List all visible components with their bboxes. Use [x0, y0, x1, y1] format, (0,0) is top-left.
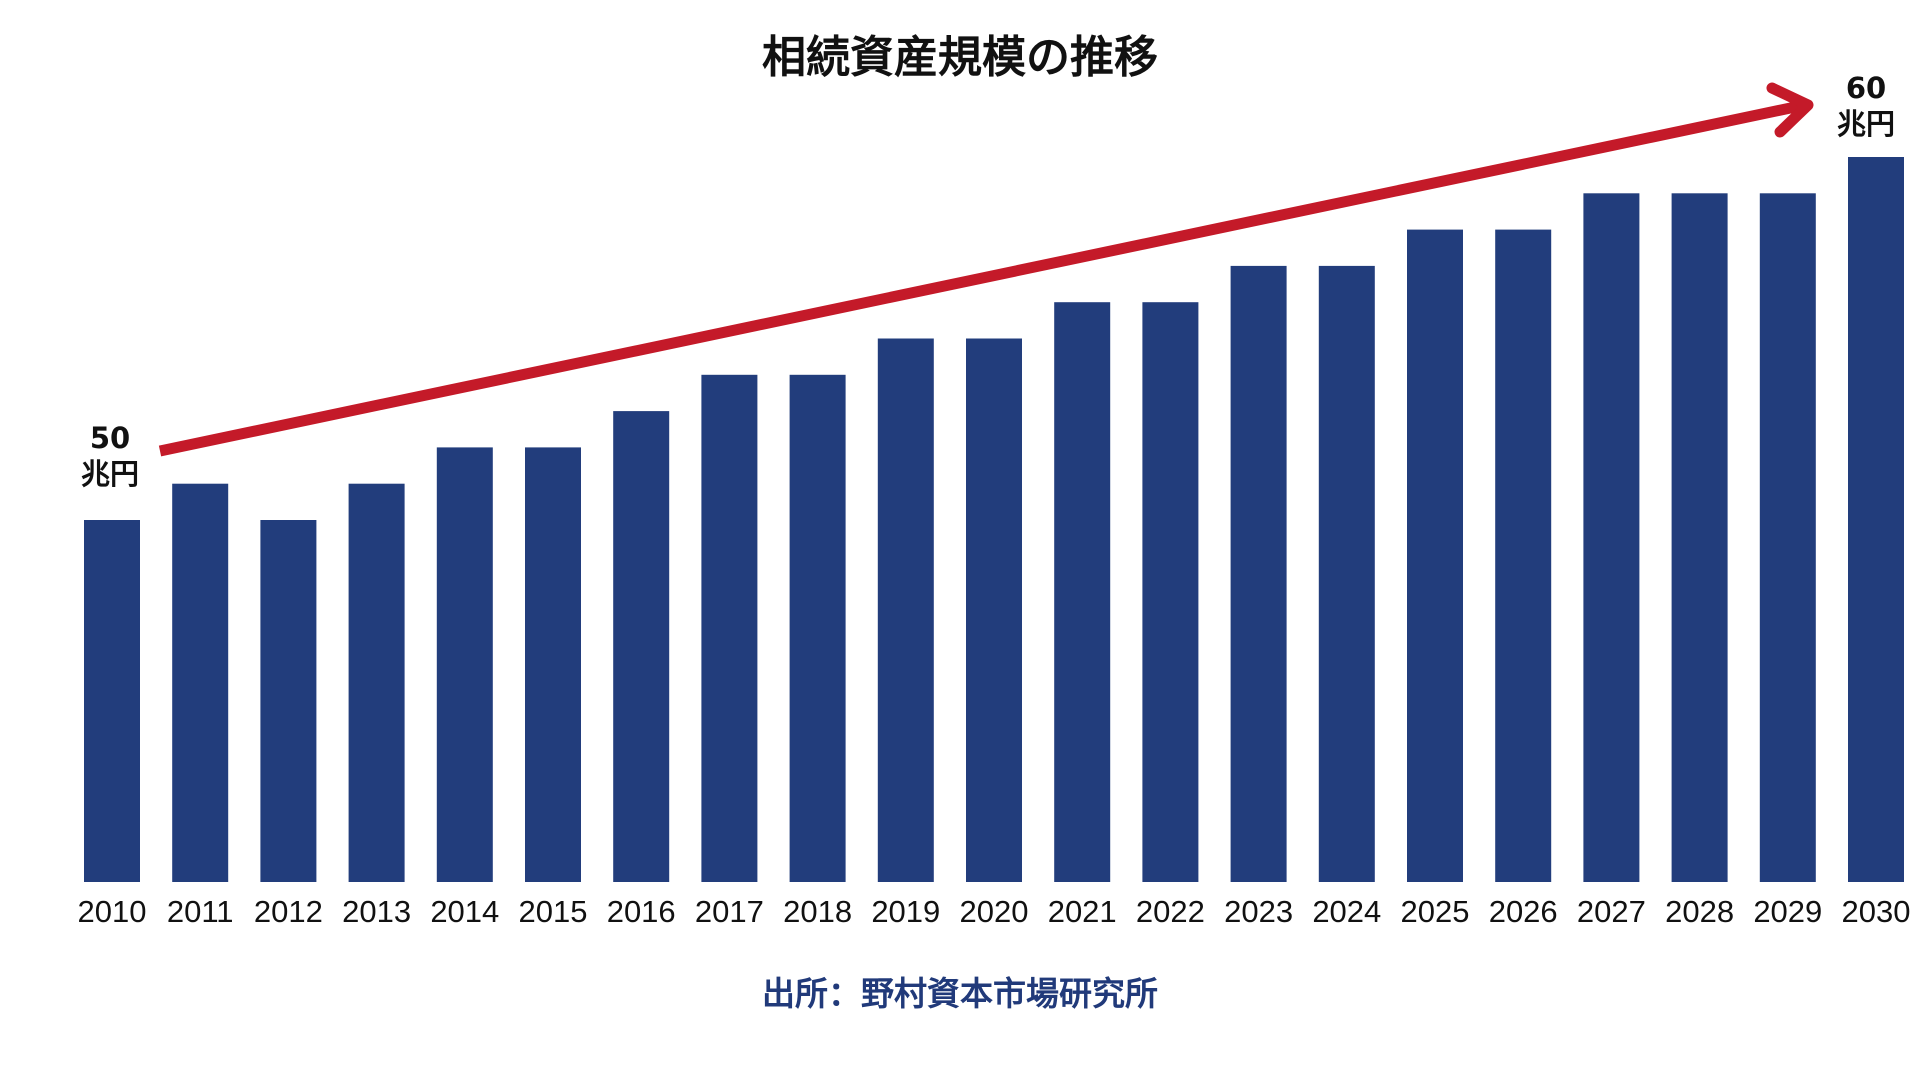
- x-tick-label-2010: 2010: [78, 894, 147, 929]
- bar-2013: [348, 483, 405, 882]
- bar-2015: [525, 447, 581, 882]
- x-tick-label-2022: 2022: [1136, 894, 1205, 929]
- x-tick-label-2023: 2023: [1224, 894, 1293, 929]
- bar-2011: [172, 483, 229, 882]
- x-tick-labels: 2010 2011 2012 2013 2014 2015 2016 2017 2018 2019…: [78, 894, 1911, 929]
- x-tick-label-2018: 2018: [783, 894, 852, 929]
- source-note: 出所：野村資本市場研究所: [762, 974, 1158, 1013]
- x-tick-label-2027: 2027: [1577, 894, 1646, 929]
- bar-2012: [260, 520, 317, 882]
- trend-arrow-group: [158, 82, 1814, 457]
- start-unit-label: 兆円: [81, 457, 139, 491]
- chart-title: 相続資産規模の推移: [762, 32, 1158, 83]
- x-tick-label-2013: 2013: [342, 894, 411, 929]
- x-tick-label-2024: 2024: [1312, 894, 1381, 929]
- end-value-label: 60: [1846, 71, 1886, 105]
- bar-2017: [701, 374, 758, 882]
- bar-2030: [1848, 157, 1904, 882]
- bar-2027: [1583, 193, 1640, 883]
- x-tick-label-2028: 2028: [1665, 894, 1734, 929]
- x-tick-label-2016: 2016: [607, 894, 676, 929]
- x-tick-label-2017: 2017: [695, 894, 764, 929]
- bar-2022: [1142, 302, 1199, 882]
- x-tick-label-2020: 2020: [960, 894, 1029, 929]
- x-tick-label-2021: 2021: [1048, 894, 1117, 929]
- trend-arrow-line: [158, 100, 1802, 457]
- bar-2026: [1495, 229, 1552, 883]
- x-tick-label-2029: 2029: [1753, 894, 1822, 929]
- x-tick-label-2014: 2014: [430, 894, 499, 929]
- end-annotation: 60 兆円: [1837, 71, 1895, 141]
- end-unit-label: 兆円: [1837, 107, 1895, 141]
- bar-2025: [1407, 229, 1463, 883]
- bar-2028: [1671, 193, 1728, 883]
- x-tick-label-2030: 2030: [1842, 894, 1911, 929]
- bar-2016: [613, 411, 670, 882]
- bar-2021: [1054, 302, 1111, 882]
- start-annotation: 50 兆円: [81, 421, 139, 491]
- bar-2018: [789, 374, 846, 882]
- bar-2019: [877, 338, 934, 882]
- bar-2020: [966, 338, 1022, 882]
- trend-arrow-head: [1766, 82, 1814, 138]
- bar-2014: [436, 447, 493, 882]
- bar-2010: [84, 520, 140, 882]
- x-tick-label-2012: 2012: [254, 894, 323, 929]
- bars-group: [84, 157, 1904, 883]
- x-tick-label-2026: 2026: [1489, 894, 1558, 929]
- x-tick-label-2015: 2015: [519, 894, 588, 929]
- x-tick-label-2025: 2025: [1401, 894, 1470, 929]
- start-value-label: 50: [90, 421, 130, 455]
- bar-2029: [1759, 193, 1816, 883]
- x-tick-label-2019: 2019: [871, 894, 940, 929]
- bar-2023: [1230, 265, 1287, 882]
- x-tick-label-2011: 2011: [167, 894, 234, 929]
- bar-2024: [1318, 265, 1375, 882]
